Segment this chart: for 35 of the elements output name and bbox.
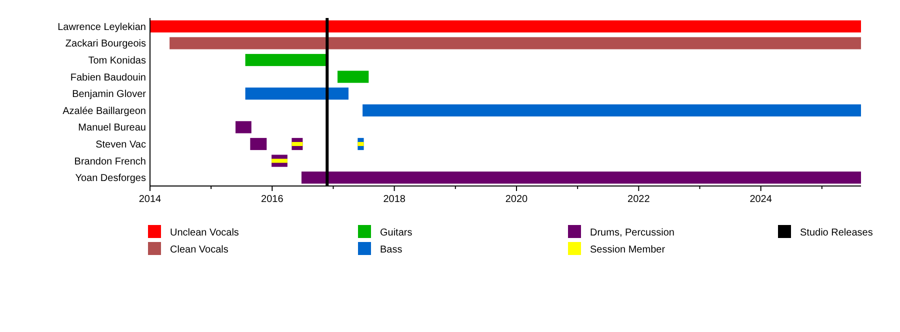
- bar: [362, 104, 861, 116]
- legend-label: Session Member: [590, 244, 666, 256]
- y-tick-label: Fabien Baudouin: [70, 72, 146, 84]
- legend-label: Guitars: [380, 228, 412, 238]
- legend-label: Bass: [380, 244, 402, 256]
- y-tick-label: Zackari Bourgeois: [65, 38, 146, 50]
- y-tick-label: Brandon French: [74, 156, 146, 168]
- bar: [245, 88, 349, 100]
- legend-label: Clean Vocals: [170, 244, 228, 256]
- y-tick-label: Steven Vac: [96, 140, 146, 150]
- bar: [245, 54, 328, 66]
- bar: [301, 172, 861, 184]
- y-tick-label: Lawrence Leylekian: [58, 22, 146, 33]
- y-tick-label: Tom Konidas: [88, 56, 146, 66]
- y-tick-label: Azalée Baillargeon: [62, 106, 146, 117]
- bar: [170, 37, 861, 50]
- bar: [272, 158, 288, 163]
- x-tick-label: 2022: [628, 194, 650, 205]
- x-tick-label: 2014: [138, 194, 162, 205]
- bar: [150, 20, 861, 32]
- x-tick-label: 2024: [750, 194, 772, 205]
- x-tick-label: 2018: [383, 194, 406, 205]
- bar: [358, 142, 364, 146]
- bar: [236, 121, 252, 134]
- x-tick-label: 2016: [261, 194, 284, 205]
- y-tick-label: Yoan Desforges: [75, 173, 146, 184]
- legend-label: Unclean Vocals: [170, 228, 239, 238]
- legend-label: Drums, Percussion: [590, 228, 674, 238]
- bar: [292, 142, 303, 146]
- bar: [338, 70, 369, 83]
- y-tick-label: Benjamin Glover: [72, 89, 147, 100]
- x-tick-label: 2020: [505, 194, 528, 205]
- legend-label: Studio Releases: [800, 228, 873, 238]
- bar: [250, 138, 267, 150]
- y-tick-label: Manuel Bureau: [78, 122, 146, 134]
